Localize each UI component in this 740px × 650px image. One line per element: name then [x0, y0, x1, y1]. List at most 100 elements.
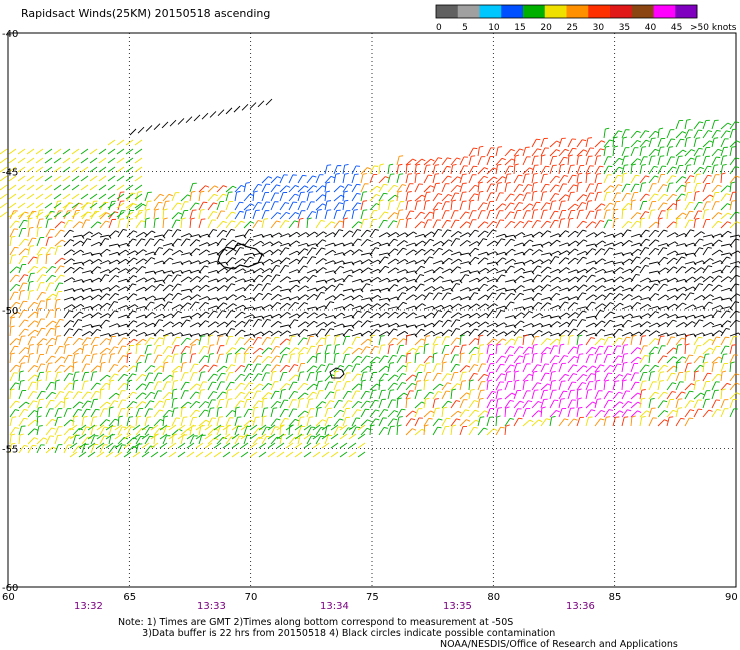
wind-barb-flag: [366, 400, 371, 403]
wind-barb: [495, 305, 505, 310]
wind-barb-flag: [573, 373, 578, 375]
wind-barb-flag: [649, 352, 655, 355]
wind-barb: [486, 147, 492, 157]
wind-barb: [126, 417, 130, 427]
wind-barb: [513, 210, 518, 220]
wind-barb: [297, 302, 305, 310]
wind-barb-flag: [431, 277, 436, 281]
wind-barb: [711, 260, 721, 265]
wind-barb: [216, 261, 226, 265]
wind-barb: [342, 364, 350, 373]
wind-barb: [378, 390, 383, 400]
wind-barb-flag: [115, 230, 120, 233]
wind-barb-flag: [142, 383, 147, 386]
wind-barb: [81, 391, 88, 400]
wind-barb: [423, 239, 431, 247]
wind-barb: [342, 295, 352, 301]
wind-barb: [189, 417, 194, 427]
wind-barb-flag: [627, 229, 632, 232]
wind-barb: [414, 303, 423, 310]
wind-barb-flag: [460, 334, 465, 337]
wind-barb-flag: [159, 283, 164, 287]
wind-barb: [513, 193, 521, 202]
wind-barb-flag: [383, 183, 388, 186]
wind-barb-flag: [386, 277, 391, 282]
wind-barb-flag: [642, 335, 647, 337]
wind-barb-flag: [278, 285, 282, 289]
wind-barb: [193, 114, 201, 122]
wind-barb: [189, 333, 199, 337]
wind-barb: [576, 310, 584, 319]
wind-barb: [99, 234, 109, 238]
wind-barb: [540, 372, 546, 382]
wind-barb: [306, 175, 313, 184]
wind-barb-flag: [474, 193, 479, 196]
wind-barb: [243, 354, 246, 364]
wind-barb: [423, 305, 433, 310]
wind-barb-flag: [89, 331, 94, 335]
wind-barb-flag: [620, 276, 624, 280]
wind-barb-flag: [578, 154, 583, 157]
wind-barb: [252, 355, 259, 364]
wind-barb: [162, 336, 165, 346]
wind-barb: [234, 278, 244, 283]
wind-barb-flag: [141, 220, 146, 223]
wind-barb: [225, 410, 233, 418]
wind-barb: [9, 382, 16, 391]
wind-barb-flag: [725, 336, 730, 339]
wind-barb-flag: [376, 356, 381, 360]
wind-barb-flag: [510, 148, 515, 152]
wind-barb-flag: [303, 329, 309, 332]
wind-barb: [450, 426, 453, 436]
wind-barb: [81, 363, 87, 373]
wind-barb-flag: [142, 401, 147, 404]
wind-barb: [693, 305, 703, 310]
wind-barb: [468, 364, 475, 373]
wind-barb: [504, 248, 513, 256]
wind-barb: [396, 330, 405, 337]
wind-barb: [414, 259, 424, 265]
wind-barb-flag: [73, 361, 78, 364]
wind-barb: [9, 266, 17, 274]
wind-barb: [216, 277, 226, 283]
wind-barb: [117, 278, 127, 283]
wind-barb: [549, 184, 556, 193]
wind-barb-flag: [142, 266, 147, 269]
wind-barb: [522, 354, 526, 364]
wind-barb: [612, 417, 616, 427]
wind-barb-flag: [100, 388, 105, 391]
wind-barb: [261, 258, 270, 265]
wind-barb-flag: [629, 258, 633, 262]
wind-barb-flag: [467, 313, 472, 318]
wind-barb-flag: [439, 320, 444, 323]
wind-barb-flag: [719, 305, 724, 309]
wind-barb: [9, 291, 15, 301]
wind-barb-flag: [541, 154, 546, 157]
wind-barb-flag: [128, 407, 133, 409]
wind-barb-flag: [305, 294, 309, 298]
wind-barb: [468, 147, 474, 157]
wind-barb: [315, 286, 325, 292]
wind-barb-flag: [419, 345, 424, 348]
wind-barb-flag: [249, 193, 254, 196]
wind-barb: [477, 354, 480, 364]
wind-barb-flag: [181, 406, 187, 409]
wind-barb: [558, 390, 564, 400]
wind-barb: [261, 392, 269, 400]
wind-barb-flag: [264, 407, 269, 409]
wind-barb: [612, 355, 619, 364]
wind-barb: [441, 220, 448, 229]
wind-barb-flag: [529, 248, 534, 252]
wind-barb-flag: [323, 313, 328, 317]
wind-barb: [558, 183, 564, 193]
wind-barb-flag: [286, 312, 291, 315]
wind-barb-flag: [714, 137, 719, 139]
wind-barb-flag: [115, 285, 120, 288]
wind-barb: [693, 337, 700, 346]
wind-barb: [711, 138, 715, 148]
wind-barb-flag: [466, 221, 471, 224]
wind-barb-flag: [394, 311, 399, 315]
wind-barb: [324, 417, 329, 427]
wind-barb: [486, 417, 490, 427]
wind-barb: [270, 355, 277, 364]
